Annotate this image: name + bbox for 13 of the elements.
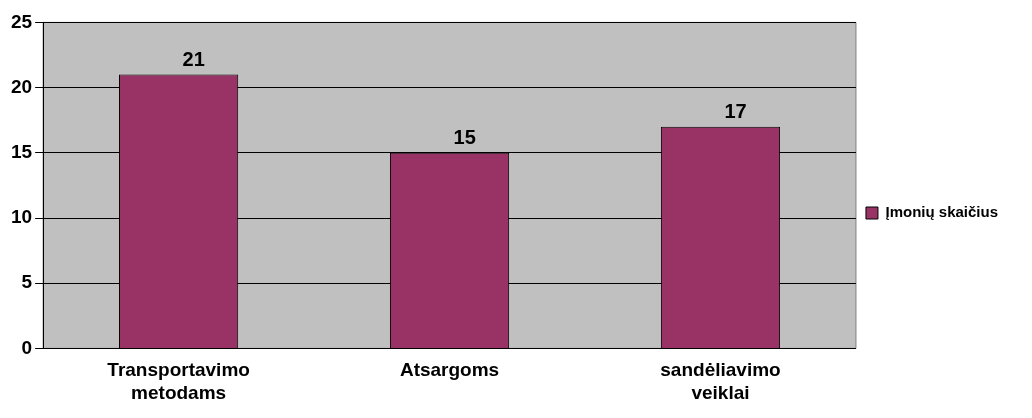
y-tick-label: 5 [21,271,33,293]
y-tick-label: 20 [10,75,33,97]
y-tick-label: 0 [21,336,33,358]
x-tick-label: Atsargoms [399,359,500,381]
y-tick-label: 25 [10,10,33,32]
data-label: 15 [453,126,476,149]
data-label: 17 [724,100,747,123]
legend-label: Įmonių skaičius [885,203,999,221]
data-label: 21 [182,48,205,71]
y-tick-label: 15 [10,141,33,163]
x-tick-label: sandėliavimo veiklai [660,359,781,403]
y-tick-label: 10 [10,206,33,228]
x-tick-label: Transportavimo metodams [107,359,250,403]
